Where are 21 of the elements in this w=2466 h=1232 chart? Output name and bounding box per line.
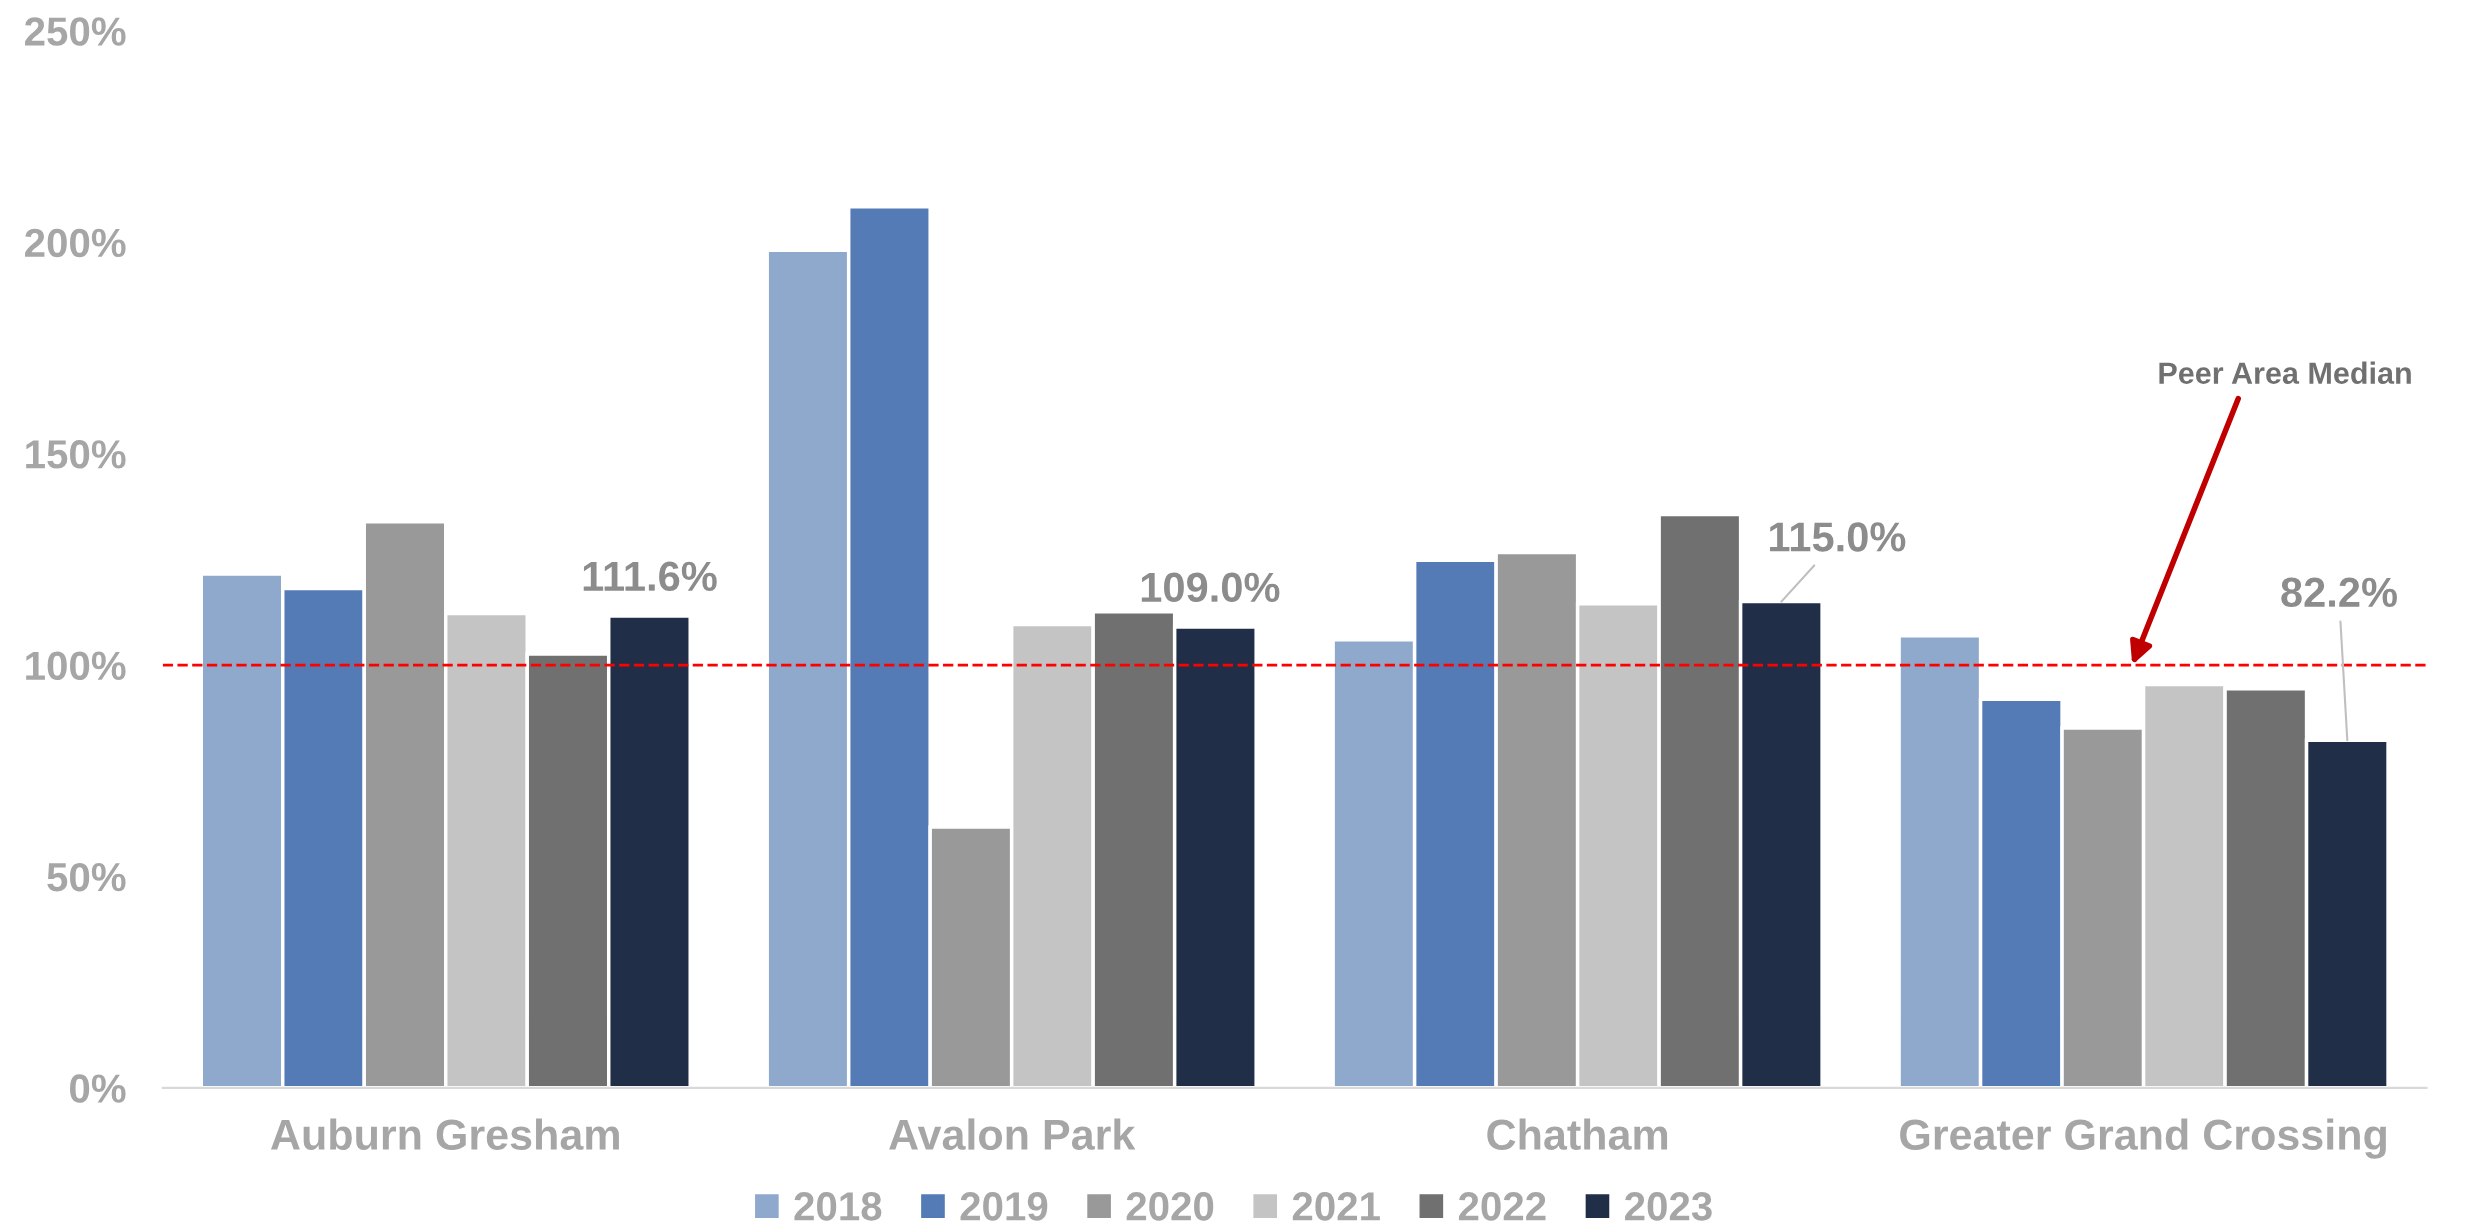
data-label: 115.0% — [1770, 522, 1906, 552]
x-tick-label: Chatham — [1487, 1118, 1668, 1151]
data-label: 111.6% — [583, 561, 717, 592]
ref-line-label: Peer Area Median — [2159, 361, 2411, 384]
y-tick-label: 50% — [47, 862, 126, 892]
x-tick-label: Greater Grand Crossing — [1900, 1118, 2386, 1159]
legend-label: 2019 — [960, 1192, 1048, 1221]
y-tick-label: 200% — [25, 228, 126, 258]
legend-label: 2018 — [794, 1192, 882, 1221]
y-tick-label: 150% — [26, 440, 126, 469]
x-tick-label: Avalon Park — [889, 1118, 1136, 1151]
y-tick-label: 100% — [26, 651, 126, 681]
y-tick-label: 0% — [70, 1074, 126, 1103]
x-tick-label: Auburn Gresham — [270, 1118, 619, 1151]
legend-label: 2021 — [1292, 1192, 1380, 1221]
legend-label: 2022 — [1458, 1192, 1546, 1221]
data-label: 82.2% — [2281, 577, 2397, 608]
data-label: 109.0% — [1141, 572, 1280, 603]
legend-label: 2023 — [1625, 1192, 1712, 1221]
y-tick-label: 250% — [25, 17, 126, 46]
legend-label: 2020 — [1126, 1192, 1214, 1221]
